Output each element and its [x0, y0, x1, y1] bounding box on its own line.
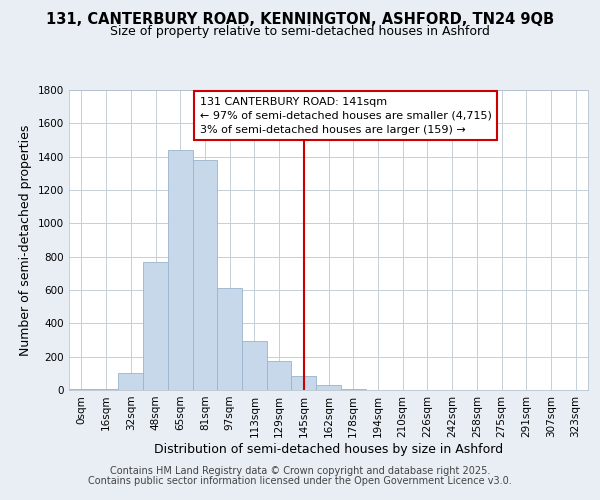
- Y-axis label: Number of semi-detached properties: Number of semi-detached properties: [19, 124, 32, 356]
- Bar: [292, 376, 316, 390]
- Bar: [118, 374, 143, 390]
- Bar: [316, 386, 341, 390]
- Text: 131, CANTERBURY ROAD, KENNINGTON, ASHFORD, TN24 9QB: 131, CANTERBURY ROAD, KENNINGTON, ASHFOR…: [46, 12, 554, 28]
- Bar: [193, 160, 217, 390]
- Bar: [168, 150, 193, 390]
- Bar: [69, 389, 94, 390]
- Bar: [94, 388, 118, 390]
- Bar: [267, 361, 292, 390]
- Text: Contains HM Land Registry data © Crown copyright and database right 2025.: Contains HM Land Registry data © Crown c…: [110, 466, 490, 476]
- Text: 131 CANTERBURY ROAD: 141sqm
← 97% of semi-detached houses are smaller (4,715)
3%: 131 CANTERBURY ROAD: 141sqm ← 97% of sem…: [200, 96, 492, 134]
- Text: Size of property relative to semi-detached houses in Ashford: Size of property relative to semi-detach…: [110, 25, 490, 38]
- X-axis label: Distribution of semi-detached houses by size in Ashford: Distribution of semi-detached houses by …: [154, 442, 503, 456]
- Bar: [242, 341, 267, 390]
- Bar: [143, 262, 168, 390]
- Bar: [341, 389, 365, 390]
- Text: Contains public sector information licensed under the Open Government Licence v3: Contains public sector information licen…: [88, 476, 512, 486]
- Bar: [217, 288, 242, 390]
